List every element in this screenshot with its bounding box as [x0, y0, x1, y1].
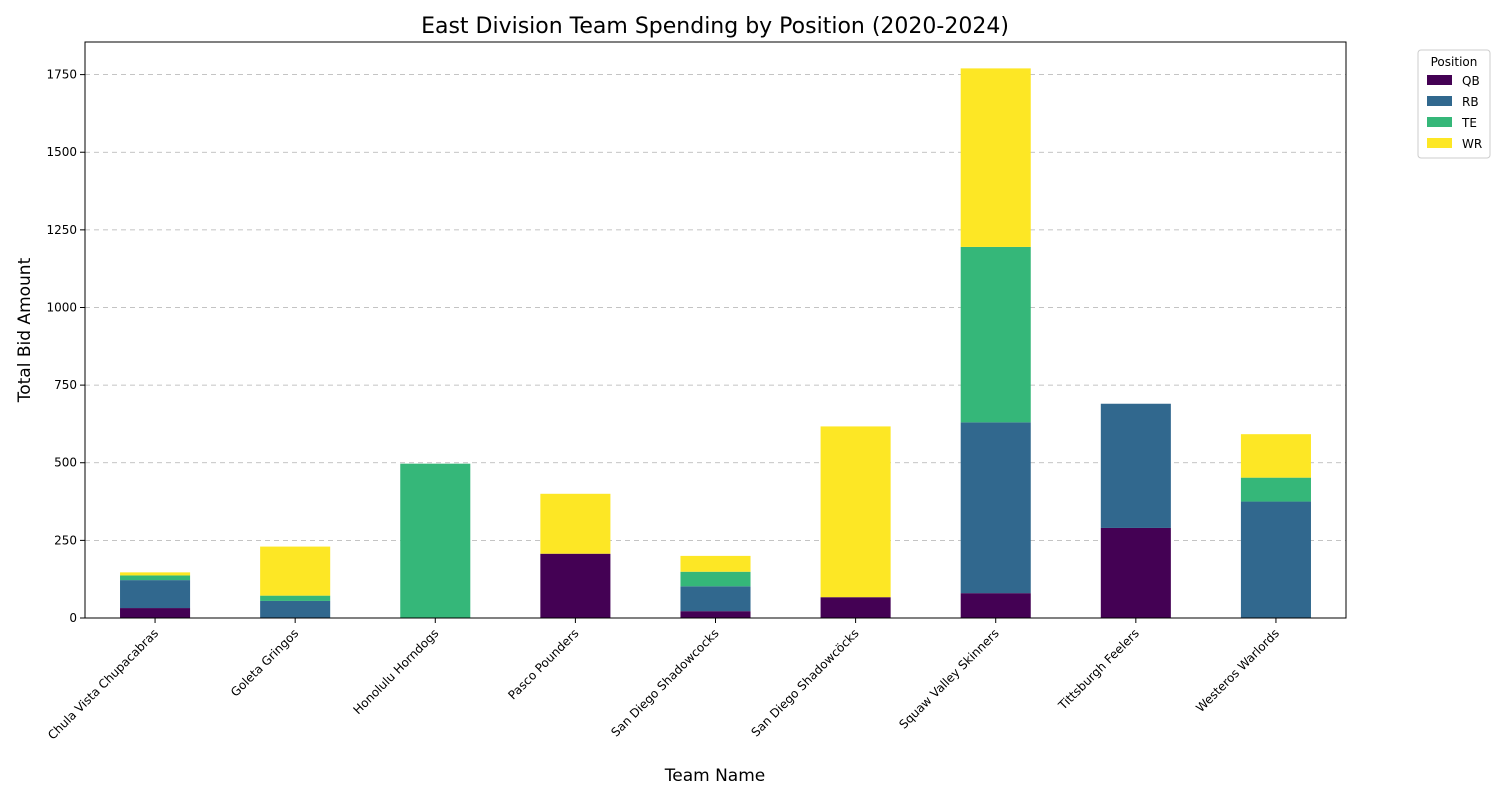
x-tick-label: Tittsburgh Feelers	[1055, 626, 1142, 713]
bar-segment-wr	[820, 426, 891, 598]
bar-segment-wr	[540, 493, 611, 554]
bar-segment-wr	[680, 555, 751, 572]
bar-segment-rb	[680, 586, 751, 612]
bar-segment-te	[260, 595, 331, 601]
bar-segment-qb	[120, 608, 191, 618]
x-axis: Chula Vista Chupacabras Goleta Gringos Hon…	[45, 618, 1282, 742]
legend: Position QB RB TE WR	[1417, 49, 1491, 159]
bar-segment-te	[400, 463, 471, 618]
bar-segment-rb	[960, 422, 1031, 594]
x-axis-title: Team Name	[664, 766, 766, 786]
bar-segment-rb	[120, 580, 191, 609]
bar-segment-wr	[960, 68, 1031, 247]
bar-segment-rb	[260, 600, 331, 618]
bar-segment-qb	[960, 593, 1031, 618]
bar-segment-wr	[260, 546, 331, 596]
x-tick-label: Chula Vista Chupacabras	[45, 626, 161, 742]
bar-segment-wr	[1240, 434, 1311, 478]
legend-label: TE	[1461, 116, 1477, 130]
y-tick-label: 500	[54, 456, 77, 470]
bar-segment-wr	[120, 572, 191, 576]
gridlines	[85, 74, 1346, 541]
legend-title: Position	[1431, 55, 1478, 69]
bar-segment-qb	[1100, 527, 1171, 618]
x-tick-label: Honolulu Horndogs	[351, 626, 442, 717]
y-tick-label: 750	[54, 378, 77, 392]
bar-segment-qb	[680, 611, 751, 618]
bar-segment-te	[120, 575, 191, 581]
x-tick-label: Goleta Gringos	[228, 626, 301, 699]
y-axis-title: Total Bid Amount	[15, 257, 35, 403]
legend-swatch-qb	[1427, 75, 1452, 85]
legend-swatch-te	[1427, 117, 1452, 127]
legend-items: QB RB TE WR	[1427, 74, 1482, 151]
bars	[120, 68, 1311, 618]
x-tick-label: Westeros Warlords	[1193, 626, 1282, 715]
bar-segment-te	[680, 571, 751, 587]
bar-segment-te	[1240, 477, 1311, 502]
x-tick-label: San Diego Shadowcocks	[608, 626, 721, 739]
legend-label: WR	[1462, 137, 1482, 151]
legend-swatch-rb	[1427, 96, 1452, 106]
y-tick-label: 0	[69, 611, 77, 625]
y-tick-label: 1500	[46, 145, 77, 159]
y-tick-label: 1250	[46, 223, 77, 237]
legend-swatch-wr	[1427, 138, 1452, 148]
legend-label: QB	[1462, 74, 1480, 88]
legend-label: RB	[1462, 95, 1479, 109]
chart-title: East Division Team Spending by Position …	[421, 14, 1009, 39]
y-axis: 0 250 500 750 1000 1250 1500 1750	[46, 68, 85, 625]
y-tick-label: 1750	[46, 68, 77, 82]
bar-segment-te	[960, 246, 1031, 423]
bar-segment-rb	[1240, 501, 1311, 618]
x-tick-label: San Diego Shadowcöcks	[748, 626, 861, 739]
bar-segment-rb	[1100, 403, 1171, 528]
x-tick-label: Squaw Valley Skinners	[896, 626, 1001, 731]
y-tick-label: 250	[54, 533, 77, 547]
y-tick-label: 1000	[46, 300, 77, 314]
bar-segment-qb	[540, 553, 611, 618]
x-tick-label: Pasco Pounders	[505, 626, 581, 702]
bar-segment-qb	[820, 597, 891, 618]
